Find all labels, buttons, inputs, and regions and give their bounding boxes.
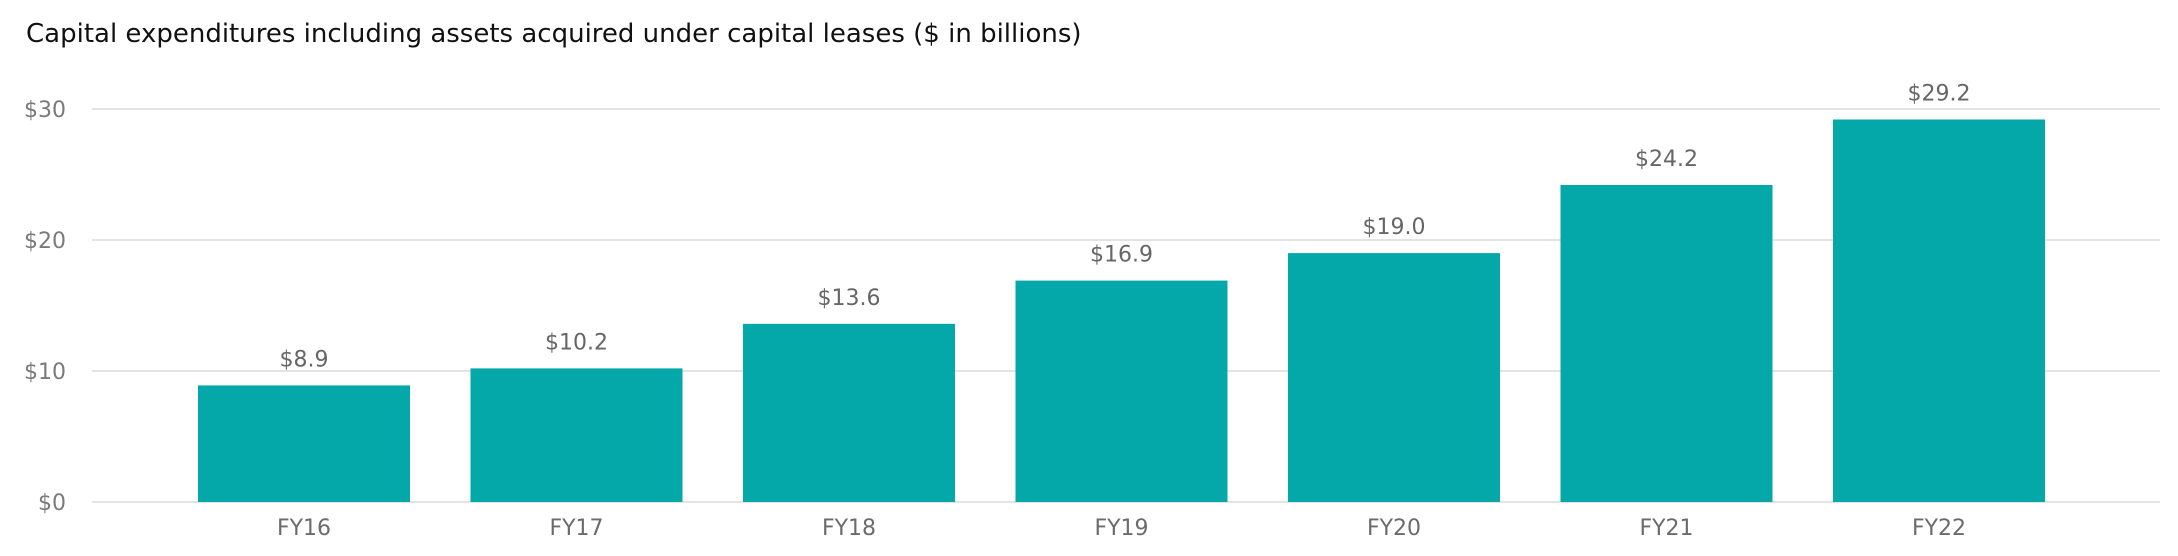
bar-fy16	[198, 385, 410, 502]
data-label: $8.9	[280, 347, 329, 372]
x-tick-label: FY17	[549, 516, 603, 541]
y-axis-ticks: $0 $10 $20 $30	[24, 98, 66, 516]
x-tick-label: FY19	[1094, 516, 1148, 541]
bar-fy21	[1560, 184, 1773, 503]
x-tick-label: FY20	[1367, 516, 1421, 541]
bars	[198, 119, 2045, 503]
y-tick-label: $10	[24, 360, 66, 385]
x-tick-label: FY18	[822, 516, 876, 541]
data-label: $29.2	[1908, 81, 1971, 106]
x-tick-label: FY16	[277, 516, 331, 541]
y-tick-label: $20	[24, 229, 66, 254]
chart-title: Capital expenditures including assets ac…	[26, 19, 1082, 49]
data-label: $19.0	[1363, 215, 1426, 240]
data-label: $10.2	[545, 330, 608, 355]
data-label: $16.9	[1090, 243, 1153, 268]
x-axis-ticks: FY16 FY17 FY18 FY19 FY20 FY21 FY22	[277, 516, 1966, 541]
data-label: $13.6	[818, 286, 881, 311]
data-label: $24.2	[1635, 147, 1698, 172]
bar-fy17	[470, 368, 683, 502]
bar-fy20	[1288, 253, 1500, 502]
y-tick-label: $0	[38, 491, 66, 516]
x-tick-label: FY21	[1639, 516, 1693, 541]
bar-fy18	[743, 323, 955, 502]
bar-fy22	[1833, 119, 2045, 502]
y-tick-label: $30	[24, 98, 66, 123]
bar-fy19	[1015, 280, 1228, 502]
data-labels: $8.9 $10.2 $13.6 $16.9 $19.0 $24.2 $29.2	[280, 81, 1971, 372]
x-tick-label: FY22	[1912, 516, 1966, 541]
